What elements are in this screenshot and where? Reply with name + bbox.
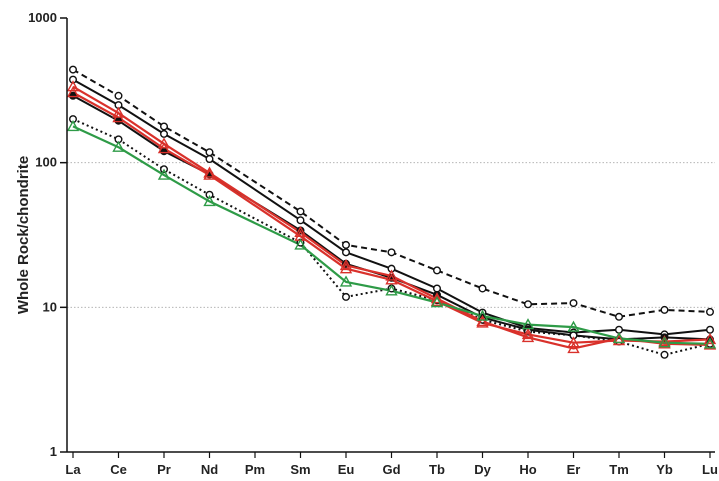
data-point-triangle xyxy=(567,320,580,332)
data-point-circle xyxy=(433,284,442,293)
y-tick-label: 10 xyxy=(43,299,57,314)
data-point-circle xyxy=(205,155,214,164)
data-point-circle xyxy=(296,216,305,225)
x-ticks: La Ce Pr Nd Pm Sm Eu Gd Tb Dy Ho Er Tm Yb Lu xyxy=(65,452,718,477)
series-line-6 xyxy=(72,91,711,344)
data-point-triangle xyxy=(658,336,671,348)
data-point-circle xyxy=(615,312,624,321)
data-point-triangle xyxy=(157,137,171,149)
data-point-circle xyxy=(706,325,715,334)
data-point-triangle xyxy=(203,168,216,180)
data-point-circle xyxy=(387,248,396,257)
y-axis-label: Whole Rock/chondrite xyxy=(15,156,32,314)
data-point-triangle xyxy=(521,327,535,340)
data-point-triangle xyxy=(66,119,80,132)
data-point-circle xyxy=(706,307,715,316)
data-point-triangle xyxy=(385,269,398,281)
data-point-circle xyxy=(569,299,578,308)
data-point-circle xyxy=(68,91,77,100)
data-point-triangle xyxy=(339,275,353,287)
data-point-triangle xyxy=(430,292,444,304)
series-line-2 xyxy=(72,78,711,336)
data-point-triangle xyxy=(612,334,626,346)
data-point-circle xyxy=(114,91,123,100)
data-point-triangle xyxy=(430,296,444,308)
x-tick-label: Lu xyxy=(702,462,718,477)
x-tick-label: Ce xyxy=(110,462,127,477)
y-tick-label: 1000 xyxy=(28,10,57,25)
data-point-triangle xyxy=(66,80,80,92)
data-point-triangle xyxy=(112,106,125,118)
y-tick-label: 1 xyxy=(50,444,57,459)
data-point-triangle xyxy=(521,330,535,343)
data-point-circle xyxy=(114,116,123,125)
data-point-triangle xyxy=(385,273,398,285)
data-point-triangle xyxy=(385,284,398,296)
data-point-circle xyxy=(524,300,533,309)
series-lines xyxy=(72,68,711,356)
y-ticks: 1 10 100 1000 xyxy=(28,10,67,459)
data-point-circle xyxy=(342,248,351,257)
data-point-triangle xyxy=(157,142,171,154)
data-point-triangle xyxy=(703,337,717,349)
x-tick-label: La xyxy=(65,462,81,477)
x-tick-label: Sm xyxy=(290,462,310,477)
data-point-triangle xyxy=(703,332,717,345)
data-point-triangle xyxy=(567,336,580,348)
data-point-circle xyxy=(205,190,214,199)
data-point-circle xyxy=(478,284,487,293)
data-point-triangle xyxy=(339,262,353,274)
data-point-circle xyxy=(159,129,168,138)
x-tick-label: Dy xyxy=(474,462,491,477)
gridlines xyxy=(67,162,715,308)
x-tick-label: Yb xyxy=(656,462,673,477)
data-point-circle xyxy=(296,207,305,216)
data-point-triangle xyxy=(339,258,353,271)
data-point-circle xyxy=(660,305,669,314)
data-point-triangle xyxy=(476,314,489,327)
data-point-triangle xyxy=(157,168,171,180)
data-point-circle xyxy=(433,266,442,275)
x-tick-label: Eu xyxy=(338,462,355,477)
series-line-1 xyxy=(72,68,711,318)
x-tick-label: Tm xyxy=(609,462,629,477)
data-point-triangle xyxy=(612,331,626,344)
data-point-triangle xyxy=(294,238,307,250)
data-point-circle xyxy=(205,148,214,157)
series-line-7 xyxy=(72,125,711,345)
data-point-circle xyxy=(342,240,351,249)
data-point-triangle xyxy=(203,194,216,207)
data-point-triangle xyxy=(294,225,307,238)
x-tick-label: Tb xyxy=(429,462,445,477)
data-point-triangle xyxy=(112,140,125,152)
series-markers xyxy=(66,65,717,359)
data-point-circle xyxy=(68,65,77,74)
x-tick-label: Pr xyxy=(157,462,171,477)
data-point-triangle xyxy=(476,316,489,328)
data-point-triangle xyxy=(567,341,580,354)
y-tick-label: 100 xyxy=(35,155,57,170)
x-tick-label: Nd xyxy=(201,462,218,477)
data-point-triangle xyxy=(112,111,125,123)
data-point-circle xyxy=(660,350,669,359)
x-tick-label: Pm xyxy=(245,462,265,477)
data-point-triangle xyxy=(66,86,80,98)
data-point-circle xyxy=(342,292,351,301)
x-tick-label: Er xyxy=(567,462,581,477)
data-point-circle xyxy=(159,122,168,131)
data-point-triangle xyxy=(521,318,535,330)
x-tick-label: Gd xyxy=(382,462,400,477)
x-tick-label: Ho xyxy=(519,462,536,477)
data-point-triangle xyxy=(476,309,489,321)
data-point-triangle xyxy=(203,166,216,178)
